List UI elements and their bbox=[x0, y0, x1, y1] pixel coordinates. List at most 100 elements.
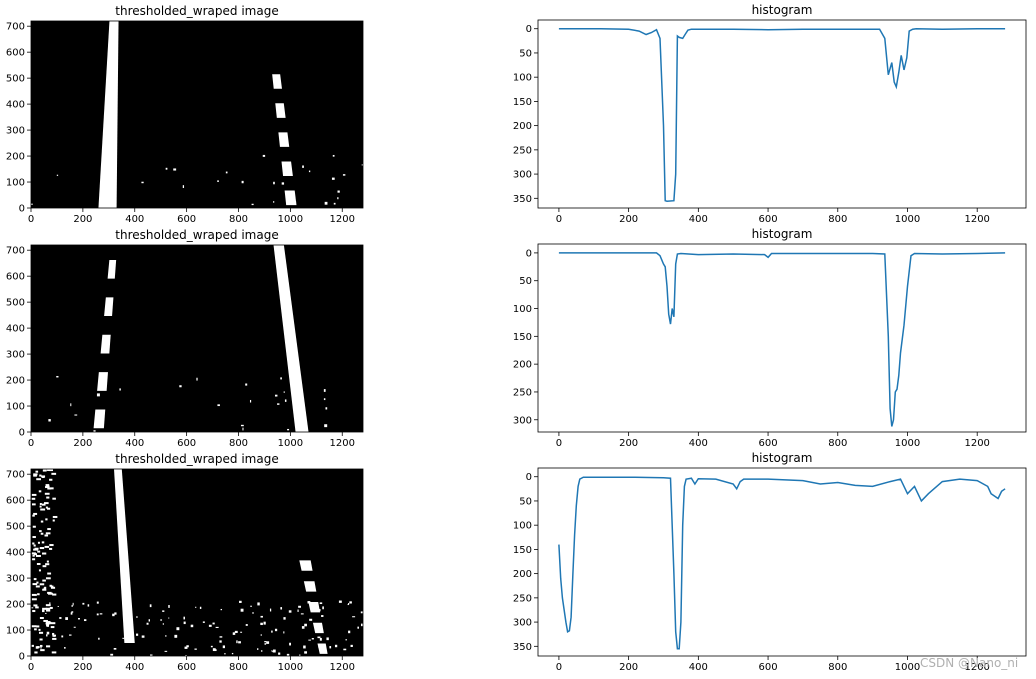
histogram-panel: histogram 0 200 400 600 800 1000 1200 0 50 100 150 2… bbox=[513, 3, 1027, 225]
noise-pixel bbox=[184, 646, 188, 649]
axes-frame bbox=[537, 467, 1027, 657]
noise-pixel bbox=[31, 625, 37, 628]
noise-pixel bbox=[110, 653, 114, 656]
noise-pixel bbox=[61, 635, 64, 638]
noise-pixel bbox=[42, 588, 47, 591]
noise-pixel bbox=[96, 393, 100, 397]
noise-pixel bbox=[39, 474, 42, 477]
noise-pixel bbox=[179, 385, 182, 388]
noise-pixel bbox=[98, 637, 100, 640]
noise-pixel bbox=[114, 612, 117, 615]
y-tick-label: 250 bbox=[513, 145, 532, 156]
noise-pixel bbox=[302, 165, 304, 168]
y-tick-label: 500 bbox=[6, 298, 25, 309]
axes-frame bbox=[30, 468, 364, 657]
y-tick-label: 700 bbox=[6, 22, 25, 33]
y-tick-label: 50 bbox=[519, 276, 532, 287]
noise-pixel bbox=[280, 377, 282, 380]
noise-pixel bbox=[250, 605, 252, 607]
noise-pixel bbox=[31, 607, 34, 609]
noise-pixel bbox=[273, 201, 275, 203]
noise-pixel bbox=[325, 407, 328, 410]
noise-pixel bbox=[50, 585, 54, 588]
noise-pixel bbox=[49, 544, 54, 547]
lane-dash bbox=[308, 601, 321, 613]
noise-pixel bbox=[99, 613, 103, 615]
watermark: CSDN @Nano_ni bbox=[920, 656, 1018, 670]
noise-pixel bbox=[301, 626, 305, 629]
noise-pixel bbox=[73, 626, 76, 628]
noise-pixel bbox=[32, 542, 35, 545]
noise-pixel bbox=[269, 608, 272, 612]
y-tick-label: 0 bbox=[19, 204, 25, 215]
noise-pixel bbox=[49, 602, 51, 605]
noise-pixel bbox=[31, 593, 37, 596]
lane-dash bbox=[97, 372, 108, 391]
noise-pixel bbox=[349, 601, 352, 604]
lane-dash bbox=[100, 334, 111, 354]
noise-pixel bbox=[162, 623, 164, 625]
noise-pixel bbox=[50, 487, 54, 490]
noise-pixel bbox=[294, 201, 297, 204]
noise-pixel bbox=[323, 398, 326, 401]
noise-pixel bbox=[35, 585, 40, 588]
noise-pixel bbox=[113, 648, 117, 650]
noise-pixel bbox=[32, 536, 36, 539]
noise-pixel bbox=[72, 602, 74, 606]
x-tick-label: 1200 bbox=[964, 214, 989, 225]
noise-pixel bbox=[45, 604, 51, 607]
noise-pixel bbox=[39, 644, 43, 647]
noise-pixel bbox=[35, 646, 39, 649]
noise-pixel bbox=[337, 190, 340, 193]
y-tick-label: 700 bbox=[6, 470, 25, 481]
noise-pixel bbox=[52, 637, 57, 640]
noise-pixel bbox=[37, 550, 41, 553]
noise-pixel bbox=[274, 394, 278, 397]
x-tick-label: 1000 bbox=[895, 214, 920, 225]
noise-pixel bbox=[33, 473, 38, 476]
noise-pixel bbox=[52, 634, 56, 637]
image-panel: thresholded_wraped image 0 200 400 600 800 100… bbox=[6, 228, 364, 449]
noise-pixel bbox=[245, 624, 248, 626]
lane-dash bbox=[312, 622, 324, 634]
y-tick-label: 600 bbox=[6, 272, 25, 283]
noise-pixel bbox=[39, 503, 42, 506]
noise-pixel bbox=[183, 616, 185, 620]
x-tick-label: 800 bbox=[229, 662, 248, 673]
noise-pixel bbox=[322, 606, 324, 610]
x-tick-label: 400 bbox=[689, 214, 708, 225]
x-tick-label: 600 bbox=[177, 438, 196, 449]
y-tick-label: 150 bbox=[513, 545, 532, 556]
axes-frame bbox=[537, 19, 1027, 209]
noise-pixel bbox=[220, 608, 223, 611]
y-tick-label: 200 bbox=[6, 152, 25, 163]
noise-pixel bbox=[324, 424, 328, 428]
y-tick-label: 50 bbox=[519, 496, 532, 507]
image-panel: thresholded_wraped image 0 200 400 600 800 100… bbox=[6, 452, 364, 673]
noise-pixel bbox=[52, 515, 58, 518]
noise-pixel bbox=[342, 174, 346, 176]
noise-pixel bbox=[56, 174, 59, 176]
y-tick-label: 100 bbox=[513, 73, 532, 84]
noise-pixel bbox=[45, 506, 48, 509]
noise-pixel bbox=[190, 624, 194, 628]
noise-pixel bbox=[69, 634, 72, 636]
y-tick-label: 200 bbox=[513, 360, 532, 371]
x-tick-label: 200 bbox=[619, 662, 638, 673]
noise-pixel bbox=[287, 428, 290, 431]
y-tick-label: 300 bbox=[513, 618, 532, 629]
noise-pixel bbox=[352, 616, 356, 618]
x-tick-label: 0 bbox=[28, 214, 34, 225]
noise-pixel bbox=[303, 645, 306, 649]
noise-pixel bbox=[162, 610, 165, 612]
noise-pixel bbox=[46, 634, 48, 637]
x-tick-label: 1200 bbox=[330, 438, 355, 449]
noise-pixel bbox=[37, 593, 40, 596]
noise-pixel bbox=[70, 612, 73, 615]
noise-pixel bbox=[217, 180, 219, 182]
noise-pixel bbox=[39, 505, 42, 508]
noise-pixel bbox=[49, 478, 53, 481]
noise-pixel bbox=[38, 490, 42, 493]
noise-pixel bbox=[149, 604, 152, 608]
x-tick-label: 1000 bbox=[278, 662, 303, 673]
